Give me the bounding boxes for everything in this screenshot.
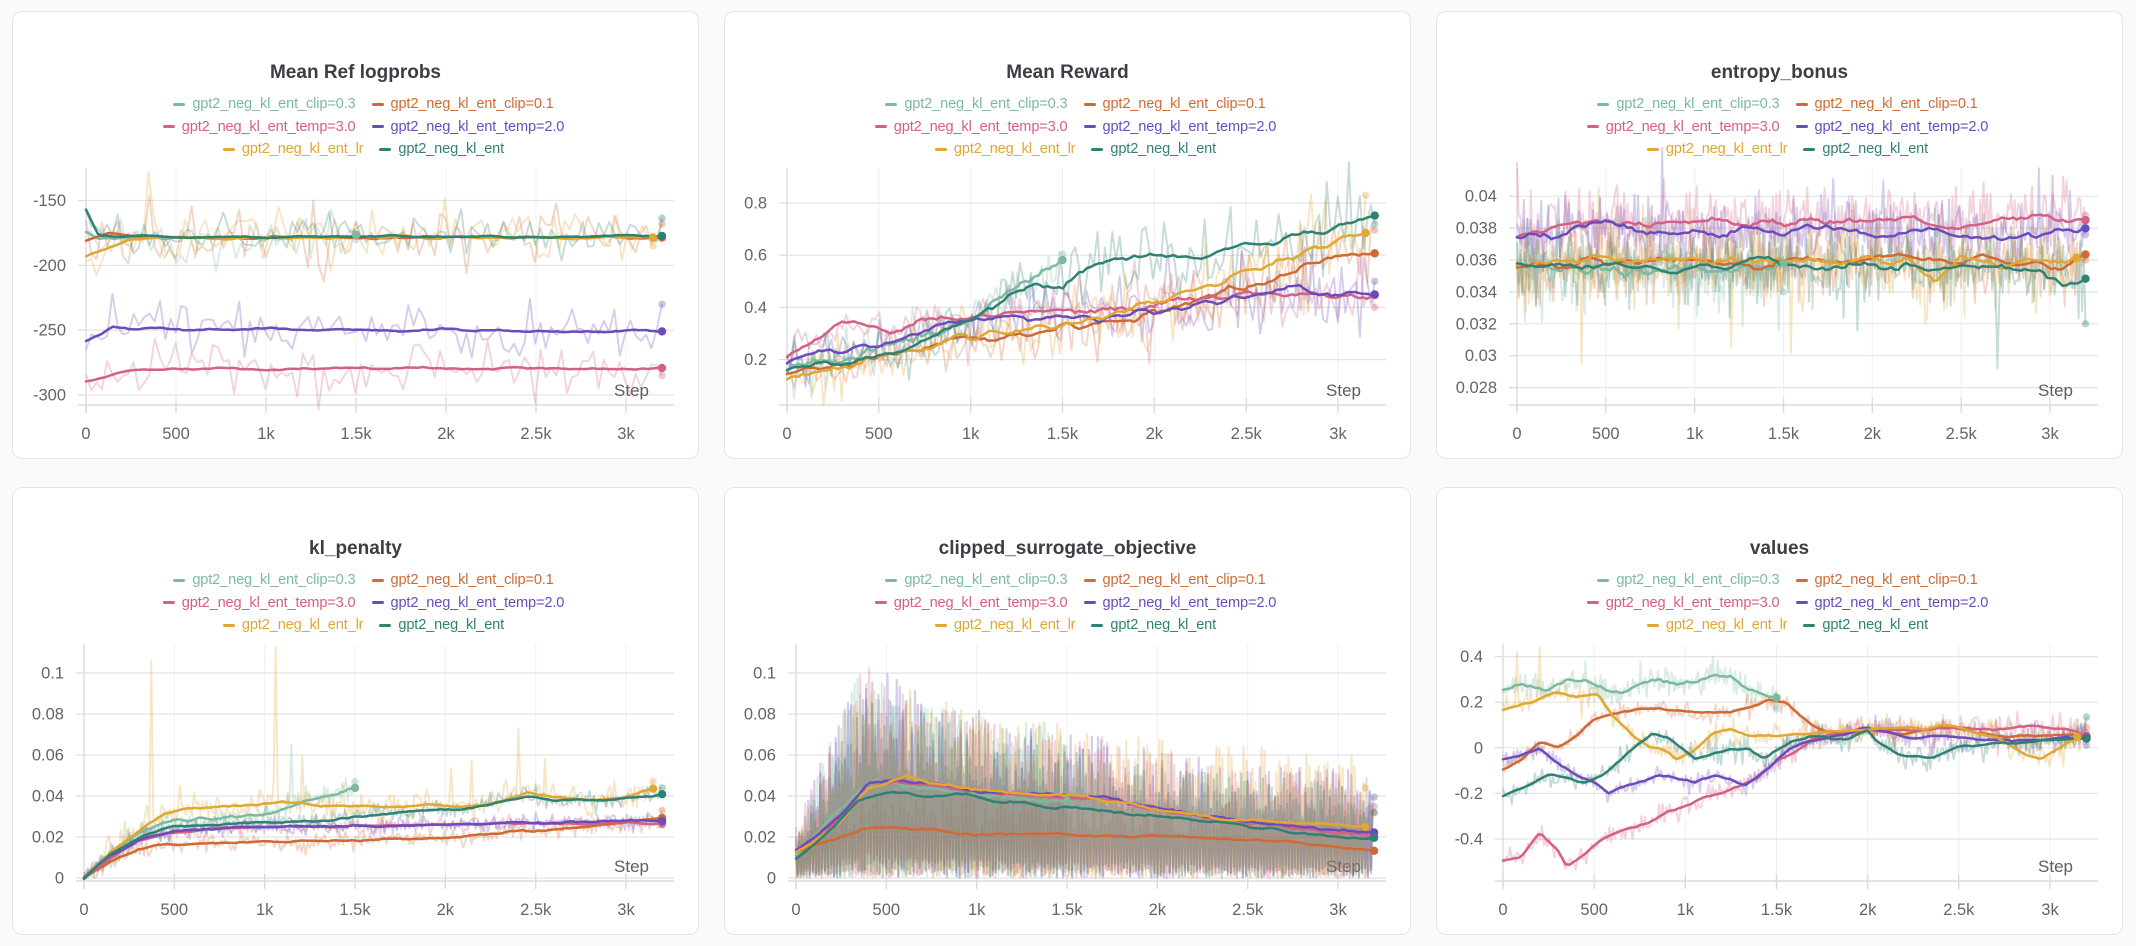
svg-text:0: 0 bbox=[791, 901, 800, 919]
svg-text:0.028: 0.028 bbox=[1456, 379, 1497, 397]
svg-text:0.1: 0.1 bbox=[41, 665, 64, 683]
svg-text:0.04: 0.04 bbox=[1465, 188, 1497, 206]
svg-text:2k: 2k bbox=[437, 901, 455, 919]
svg-text:0: 0 bbox=[767, 870, 776, 888]
svg-text:0.4: 0.4 bbox=[744, 299, 767, 317]
svg-text:2k: 2k bbox=[437, 425, 455, 443]
svg-text:2.5k: 2.5k bbox=[520, 425, 552, 443]
svg-text:0: 0 bbox=[55, 870, 64, 888]
svg-text:3k: 3k bbox=[617, 425, 635, 443]
svg-text:Step: Step bbox=[1326, 381, 1361, 400]
svg-text:1k: 1k bbox=[256, 901, 274, 919]
svg-text:0.04: 0.04 bbox=[32, 788, 64, 806]
svg-text:0.6: 0.6 bbox=[744, 247, 767, 265]
svg-text:0: 0 bbox=[1474, 739, 1483, 757]
svg-text:0.036: 0.036 bbox=[1456, 252, 1497, 270]
svg-text:3k: 3k bbox=[617, 901, 635, 919]
svg-text:0.2: 0.2 bbox=[1460, 694, 1483, 712]
svg-text:0.06: 0.06 bbox=[744, 747, 776, 765]
svg-text:0: 0 bbox=[79, 901, 88, 919]
svg-text:3k: 3k bbox=[1329, 425, 1347, 443]
svg-text:0.2: 0.2 bbox=[744, 351, 767, 369]
svg-text:1.5k: 1.5k bbox=[1761, 901, 1793, 919]
svg-text:1k: 1k bbox=[1677, 901, 1695, 919]
svg-text:0: 0 bbox=[1498, 901, 1507, 919]
svg-text:2k: 2k bbox=[1859, 901, 1877, 919]
svg-text:0.08: 0.08 bbox=[744, 706, 776, 724]
svg-text:-300: -300 bbox=[33, 386, 66, 404]
svg-text:3k: 3k bbox=[1329, 901, 1347, 919]
svg-text:0.038: 0.038 bbox=[1456, 220, 1497, 238]
svg-text:500: 500 bbox=[865, 425, 893, 443]
svg-text:0: 0 bbox=[782, 425, 791, 443]
svg-text:2k: 2k bbox=[1864, 425, 1882, 443]
svg-text:0.8: 0.8 bbox=[744, 195, 767, 213]
svg-text:-200: -200 bbox=[33, 257, 66, 275]
svg-text:3k: 3k bbox=[2041, 901, 2059, 919]
svg-text:1k: 1k bbox=[968, 901, 986, 919]
svg-text:0.06: 0.06 bbox=[32, 747, 64, 765]
svg-text:500: 500 bbox=[162, 425, 190, 443]
svg-text:2.5k: 2.5k bbox=[1232, 901, 1264, 919]
svg-text:0.04: 0.04 bbox=[744, 788, 776, 806]
svg-text:0.02: 0.02 bbox=[32, 829, 64, 847]
svg-text:2.5k: 2.5k bbox=[1946, 425, 1978, 443]
svg-text:0.03: 0.03 bbox=[1465, 347, 1497, 365]
svg-text:1.5k: 1.5k bbox=[340, 425, 372, 443]
svg-text:1k: 1k bbox=[257, 425, 275, 443]
svg-text:Step: Step bbox=[2038, 857, 2073, 876]
svg-text:2k: 2k bbox=[1146, 425, 1164, 443]
svg-text:2.5k: 2.5k bbox=[520, 901, 552, 919]
svg-text:-250: -250 bbox=[33, 322, 66, 340]
svg-text:0.4: 0.4 bbox=[1460, 648, 1483, 666]
svg-text:0.1: 0.1 bbox=[753, 665, 776, 683]
svg-text:0.02: 0.02 bbox=[744, 829, 776, 847]
svg-text:Step: Step bbox=[1326, 857, 1361, 876]
svg-text:2k: 2k bbox=[1149, 901, 1167, 919]
svg-text:500: 500 bbox=[1580, 901, 1608, 919]
svg-text:2.5k: 2.5k bbox=[1943, 901, 1975, 919]
svg-text:0.08: 0.08 bbox=[32, 706, 64, 724]
svg-text:0.032: 0.032 bbox=[1456, 315, 1497, 333]
svg-text:0: 0 bbox=[1512, 425, 1521, 443]
svg-text:-150: -150 bbox=[33, 192, 66, 210]
svg-text:1.5k: 1.5k bbox=[1051, 901, 1083, 919]
svg-text:Step: Step bbox=[614, 857, 649, 876]
svg-text:-0.4: -0.4 bbox=[1455, 831, 1483, 849]
svg-text:0.034: 0.034 bbox=[1456, 283, 1497, 301]
svg-text:1k: 1k bbox=[1686, 425, 1704, 443]
svg-text:500: 500 bbox=[873, 901, 901, 919]
svg-text:1.5k: 1.5k bbox=[339, 901, 371, 919]
svg-text:Step: Step bbox=[614, 381, 649, 400]
svg-text:3k: 3k bbox=[2041, 425, 2059, 443]
svg-text:1k: 1k bbox=[962, 425, 980, 443]
svg-text:500: 500 bbox=[161, 901, 189, 919]
svg-text:1.5k: 1.5k bbox=[1047, 425, 1079, 443]
svg-text:500: 500 bbox=[1592, 425, 1620, 443]
svg-text:-0.2: -0.2 bbox=[1455, 785, 1483, 803]
svg-text:1.5k: 1.5k bbox=[1768, 425, 1800, 443]
svg-text:2.5k: 2.5k bbox=[1231, 425, 1263, 443]
svg-text:0: 0 bbox=[81, 425, 90, 443]
svg-text:Step: Step bbox=[2038, 381, 2073, 400]
